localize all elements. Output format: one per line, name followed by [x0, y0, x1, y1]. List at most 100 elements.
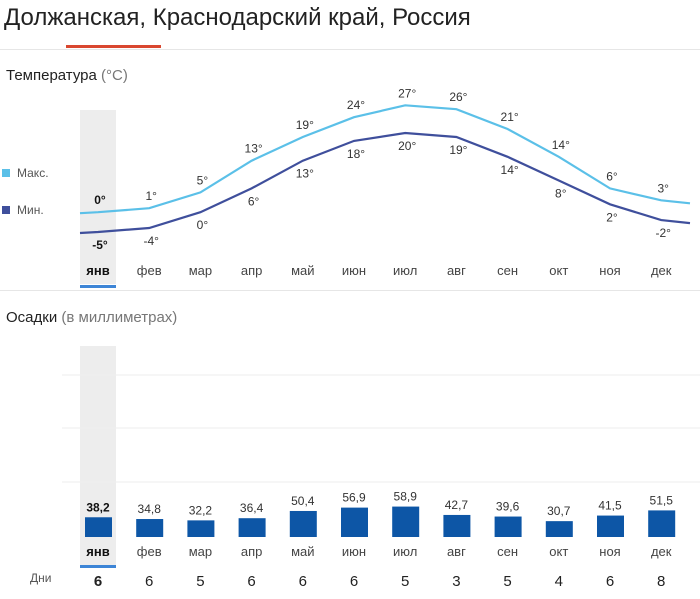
temp-min-label: 20° [398, 139, 416, 153]
temp-min-label: 0° [197, 218, 209, 232]
legend-max-label: Макс. [17, 166, 49, 180]
temp-month-label: авг [447, 263, 466, 278]
temp-max-label: 14° [552, 138, 570, 152]
precip-month-label: сен [497, 544, 518, 559]
legend-max-swatch [2, 169, 10, 177]
temp-max-label: 6° [606, 169, 618, 183]
precip-value-label: 39,6 [496, 500, 520, 514]
temp-max-label: 21° [501, 110, 519, 124]
temp-month-label: фев [137, 263, 162, 278]
temp-min-label: -2° [655, 226, 671, 240]
series-line-min [79, 131, 691, 235]
temp-max-label: 26° [449, 90, 467, 104]
temperature-unit: (°C) [101, 67, 128, 84]
precip-bar [238, 518, 266, 537]
precip-month-label: авг [447, 544, 466, 559]
precip-selected-indicator [80, 565, 116, 568]
precip-month-label: дек [651, 544, 672, 559]
rain-days-value: 6 [145, 573, 153, 590]
precipitation-section-label: Осадки (в миллиметрах) [6, 309, 177, 326]
precip-month-label: фев [137, 544, 162, 559]
temp-month-label: янв [86, 263, 109, 278]
temp-min-label: 13° [296, 167, 314, 181]
temp-min-label: 19° [449, 143, 467, 157]
temp-selected-indicator [80, 285, 116, 288]
days-label: Дни [30, 571, 51, 585]
temp-min-label: 6° [248, 194, 260, 208]
precip-month-label: мар [189, 544, 212, 559]
precipitation-unit: (в миллиметрах) [61, 309, 178, 326]
precip-value-label: 42,7 [445, 498, 469, 512]
temp-month-label: май [291, 263, 314, 278]
precip-bar [648, 510, 676, 537]
rain-days-value: 6 [94, 573, 102, 590]
precip-month-label: июн [342, 544, 366, 559]
temp-month-label: апр [241, 263, 263, 278]
series-line-max [79, 104, 691, 215]
precip-month-label: ноя [599, 544, 620, 559]
temp-min-label: 14° [501, 163, 519, 177]
precip-bar [392, 506, 420, 537]
precip-month-label: янв [86, 544, 109, 559]
precip-value-label: 58,9 [394, 490, 418, 504]
precip-value-label: 38,2 [86, 500, 110, 514]
precip-value-label: 36,4 [240, 501, 264, 515]
rain-days-value: 6 [299, 573, 307, 590]
temp-month-label: дек [651, 263, 672, 278]
temp-max-label: 5° [197, 173, 209, 187]
temp-month-label: ноя [599, 263, 620, 278]
temp-min-label: 2° [606, 210, 618, 224]
temp-max-label: 27° [398, 86, 416, 100]
precip-bar [341, 507, 368, 537]
temp-month-label: сен [497, 263, 518, 278]
temperature-label: Температура [6, 67, 97, 84]
rain-days-value: 6 [350, 573, 358, 590]
header-divider [0, 49, 700, 50]
temp-min-label: -4° [143, 234, 159, 248]
rain-days-value: 3 [452, 573, 460, 590]
precip-value-label: 34,8 [138, 502, 162, 516]
rain-days-value: 5 [503, 573, 511, 590]
temp-month-label: окт [549, 263, 568, 278]
rain-days-value: 5 [401, 573, 409, 590]
rain-days-value: 5 [196, 573, 204, 590]
precip-value-label: 30,7 [547, 504, 571, 518]
precip-bar [443, 514, 471, 537]
rain-days-value: 4 [555, 573, 563, 590]
temp-min-label: -5° [92, 238, 108, 252]
precip-bar [545, 521, 573, 537]
precip-bar [136, 519, 164, 537]
precip-value-label: 51,5 [650, 493, 674, 507]
precip-value-label: 32,2 [189, 503, 213, 517]
precip-bar [494, 516, 522, 537]
title-accent-underline [66, 45, 161, 48]
temperature-section-label: Температура (°C) [6, 67, 128, 84]
precip-bar [187, 520, 215, 537]
temp-month-label: июн [342, 263, 366, 278]
precip-bar [597, 515, 624, 537]
legend-min-swatch [2, 206, 10, 214]
rain-days-value: 6 [606, 573, 614, 590]
precip-bar [85, 517, 112, 537]
temp-min-label: 18° [347, 147, 365, 161]
precip-value-label: 50,4 [291, 494, 315, 508]
temp-max-label: 13° [245, 142, 263, 156]
legend-min-label: Мин. [17, 203, 44, 217]
selected-month-highlight-temp [80, 110, 116, 284]
precip-value-label: 56,9 [342, 491, 366, 505]
precip-month-label: июл [393, 544, 417, 559]
temp-max-label: 1° [145, 189, 157, 203]
temp-month-label: мар [189, 263, 212, 278]
precipitation-label: Осадки [6, 309, 58, 326]
precip-month-label: май [291, 544, 314, 559]
precip-value-label: 41,5 [598, 499, 622, 513]
page-title: Должанская, Краснодарский край, Россия [4, 4, 471, 31]
temp-max-label: 24° [347, 98, 365, 112]
rain-days-value: 8 [657, 573, 665, 590]
temp-min-label: 8° [555, 187, 567, 201]
precip-month-label: апр [241, 544, 263, 559]
precip-bar [289, 510, 317, 537]
precip-month-label: окт [549, 544, 568, 559]
rain-days-value: 6 [247, 573, 255, 590]
